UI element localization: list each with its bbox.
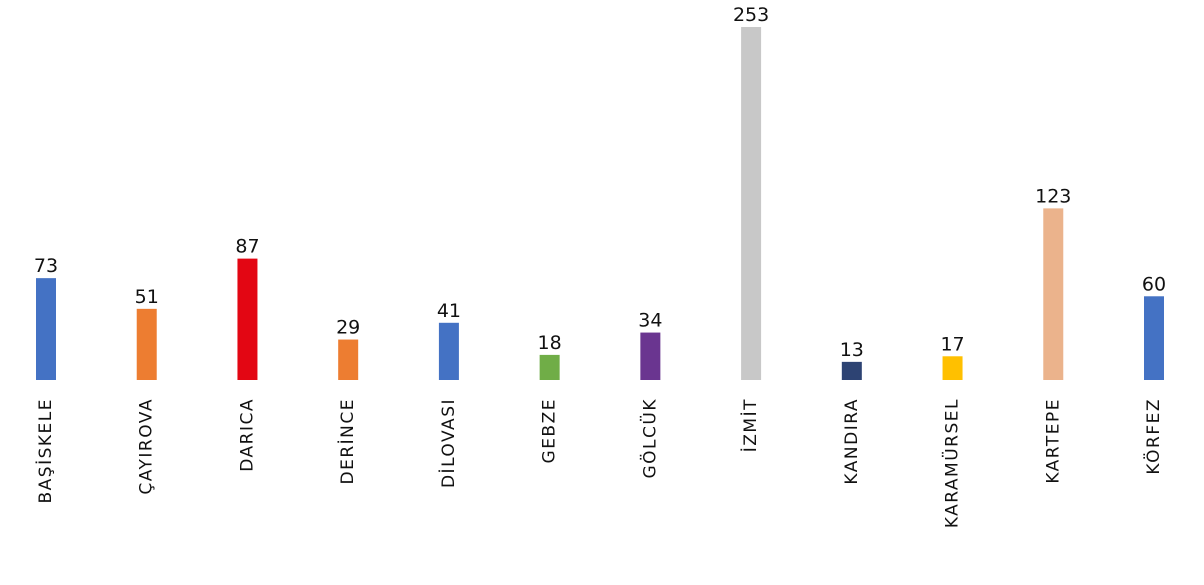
bar	[741, 27, 762, 380]
x-tick-label: DARICA	[237, 398, 257, 472]
bar	[36, 278, 56, 380]
x-tick-label: GÖLCÜK	[638, 398, 660, 479]
x-tick-label: KÖRFEZ	[1142, 398, 1164, 475]
value-label: 73	[34, 255, 58, 277]
bar	[338, 339, 359, 380]
value-label: 123	[1035, 185, 1071, 207]
value-label: 17	[940, 333, 964, 355]
value-label: 87	[235, 236, 259, 258]
bar	[1144, 296, 1164, 380]
value-label: 13	[840, 339, 864, 361]
value-label: 60	[1142, 273, 1166, 295]
x-tick-label: DİLOVASI	[438, 398, 459, 488]
value-label: 18	[538, 332, 562, 354]
value-label: 41	[437, 300, 461, 322]
bar	[841, 361, 862, 380]
x-tick-label: KARAMÜRSEL	[941, 398, 963, 528]
x-tick-label: KANDIRA	[842, 398, 862, 485]
x-tick-label: İZMİT	[740, 398, 761, 452]
x-tick-label: BAŞİSKELE	[35, 398, 56, 504]
bar	[1043, 208, 1064, 380]
value-label: 51	[135, 286, 159, 308]
x-tick-label: KARTEPE	[1043, 398, 1063, 484]
x-tick-label: DERİNCE	[337, 398, 358, 485]
bar	[438, 322, 459, 380]
value-label: 253	[733, 4, 769, 26]
bar	[237, 258, 258, 380]
bar	[942, 356, 963, 380]
bar	[539, 354, 560, 380]
value-label: 34	[638, 310, 662, 332]
x-tick-label: GEBZE	[540, 398, 560, 463]
bar	[136, 308, 157, 380]
x-tick-label: ÇAYIROVA	[137, 398, 157, 495]
value-label: 29	[336, 317, 360, 339]
bar	[640, 332, 661, 380]
